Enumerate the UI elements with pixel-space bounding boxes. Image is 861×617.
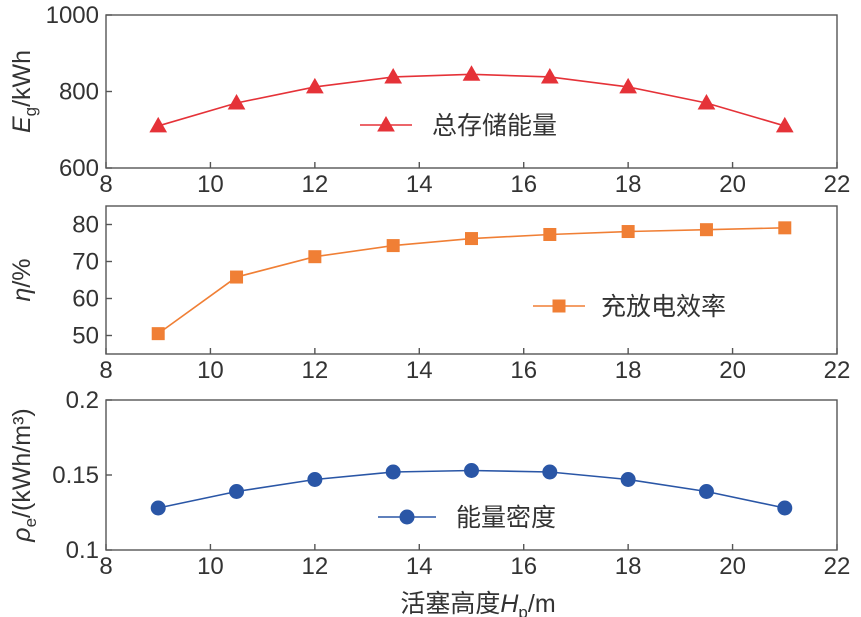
x-tick-label: 20: [719, 553, 746, 580]
plot-frame: [105, 14, 838, 169]
x-tick-label: 10: [197, 357, 224, 384]
data-point: [386, 239, 400, 253]
x-axis-title-symbol: H: [500, 590, 519, 617]
y-tick-label: 0.1: [66, 537, 99, 564]
x-axis-title-subscript: p: [518, 603, 527, 617]
x-tick-label: 10: [197, 553, 224, 580]
data-point: [699, 223, 713, 237]
legend-label: 能量密度: [456, 504, 556, 532]
x-tick-label: 22: [824, 171, 851, 198]
y-tick-label: 70: [72, 249, 99, 276]
x-tick-label: 10: [197, 171, 224, 198]
y-tick-label: 80: [72, 212, 99, 239]
x-tick-label: 16: [510, 553, 537, 580]
legend-marker: [399, 509, 415, 525]
x-tick-label: 18: [615, 357, 642, 384]
y-tick-label: 60: [72, 286, 99, 313]
data-point: [227, 93, 246, 110]
x-tick-label: 16: [510, 171, 537, 198]
y-tick-label: 0.2: [66, 387, 99, 414]
y-tick-label: 600: [59, 155, 99, 182]
y-tick-label: 1000: [46, 2, 99, 29]
y-axis-title-unit: /(kWh/m³): [8, 408, 36, 518]
y-tick-label: 50: [72, 323, 99, 350]
x-tick-label: 12: [302, 171, 329, 198]
plot-frame: [105, 205, 838, 355]
y-tick-label: 0.15: [52, 462, 99, 489]
panel-3: 8 10 12 14 16 18 20 22 0.1 0.15 0.2 ρe/(kWh/m³) 能量密度: [8, 387, 850, 580]
data-point: [462, 65, 481, 81]
y-axis-title-symbol: ρ: [8, 527, 36, 542]
data-point: [778, 221, 792, 235]
x-tick-label: 14: [406, 553, 433, 580]
x-tick-label: 8: [99, 171, 112, 198]
y-axis-title: η/%: [8, 258, 36, 301]
y-axis-title: Eg/kWh: [8, 50, 40, 133]
data-point: [540, 67, 559, 84]
data-point: [149, 116, 168, 133]
data-point: [308, 250, 322, 264]
x-axis-title: 活塞高度Hp/m: [400, 590, 555, 617]
data-point: [305, 77, 324, 94]
x-tick-label: 12: [302, 553, 329, 580]
data-point: [465, 232, 478, 246]
x-tick-label: 22: [824, 553, 851, 580]
y-axis-title-subscript: e: [21, 518, 40, 527]
x-tick-label: 20: [719, 357, 746, 384]
data-point: [151, 327, 165, 341]
x-tick-label: 14: [406, 357, 433, 384]
data-point: [230, 270, 244, 284]
data-point: [229, 484, 245, 499]
panel-2: 8 10 12 14 16 18 20 22 50 60 70 80 η/% 充放电效率: [8, 205, 851, 384]
data-point: [775, 116, 794, 133]
x-tick-label: 8: [99, 357, 112, 384]
x-tick-label: 20: [719, 171, 746, 198]
data-point: [385, 464, 401, 480]
legend-label: 充放电效率: [601, 293, 726, 321]
data-point: [621, 225, 635, 239]
x-tick-label: 16: [510, 357, 537, 384]
x-tick-label: 8: [99, 553, 112, 580]
legend-marker: [377, 115, 395, 132]
x-tick-label: 18: [615, 171, 642, 198]
data-point: [150, 500, 166, 516]
legend-marker: [552, 299, 566, 313]
legend-label: 总存储能量: [432, 112, 557, 140]
y-axis-title-symbol: η: [8, 288, 36, 302]
x-axis-title-unit: /m: [528, 590, 556, 617]
y-axis-title-unit: /kWh: [8, 50, 36, 107]
y-tick-label: 800: [59, 79, 99, 106]
y-axis-title: ρe/(kWh/m³): [8, 408, 40, 543]
x-tick-label: 14: [406, 171, 433, 198]
x-axis-title-prefix: 活塞高度: [400, 590, 500, 617]
x-tick-label: 22: [824, 357, 851, 384]
data-point: [542, 464, 558, 480]
data-point: [619, 77, 638, 94]
y-axis-title-unit: /%: [8, 258, 36, 287]
x-tick-label: 18: [615, 553, 642, 580]
data-point: [777, 500, 793, 516]
y-axis-title-subscript: g: [21, 107, 40, 116]
x-tick-label: 12: [302, 357, 329, 384]
data-point: [543, 227, 557, 241]
data-point: [620, 472, 636, 487]
data-point: [307, 472, 323, 487]
data-point: [698, 484, 714, 499]
data-point: [464, 463, 479, 478]
y-axis-title-symbol: E: [8, 116, 36, 133]
data-point: [384, 67, 403, 84]
data-point: [697, 93, 716, 110]
